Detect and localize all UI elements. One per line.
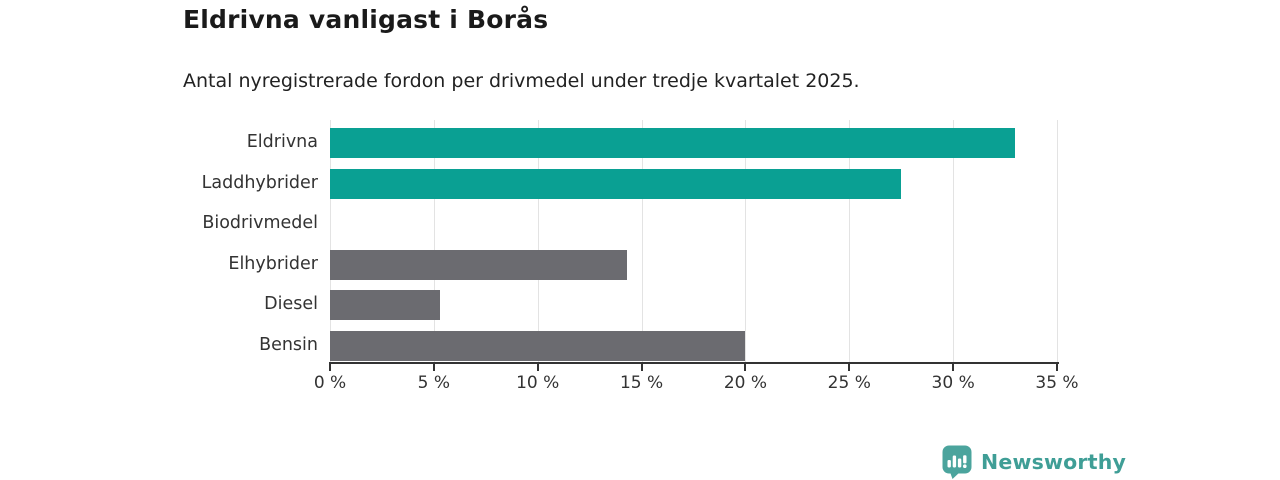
bar-laddhybrider [330, 168, 902, 199]
plot-area [330, 120, 1058, 364]
gridline [433, 120, 435, 363]
chart-subtitle: Antal nyregistrerade fordon per drivmede… [183, 70, 860, 92]
x-tick-mark [640, 364, 643, 371]
x-tick-mark [744, 364, 747, 371]
bar-row [330, 242, 1057, 283]
x-axis: 0 % 5 % 10 % 15 % 20 % 25 % 30 % 35 % [314, 364, 1079, 400]
y-axis-label: Elhybrider [228, 253, 318, 274]
y-axis-labels: Eldrivna Laddhybrider Biodrivmedel Elhybrid… [0, 122, 318, 365]
bar-row [330, 201, 1057, 242]
bar-diesel [330, 290, 441, 321]
gridline [953, 120, 955, 363]
x-tick-mark [329, 364, 331, 371]
y-axis-label: Eldrivna [246, 132, 318, 153]
x-tick-mark [536, 364, 539, 371]
x-tick-label: 35 % [1035, 373, 1079, 393]
x-axis-line [329, 362, 1059, 364]
newsworthy-logo-text: Newsworthy [981, 450, 1127, 474]
bar-row [330, 323, 1057, 364]
bar-bensin [330, 330, 746, 361]
x-tick-label: 0 % [313, 373, 347, 393]
y-axis-label: Bensin [259, 334, 318, 355]
x-tick-label: 30 % [931, 373, 975, 393]
x-tick-label: 25 % [827, 373, 871, 393]
x-tick-label: 10 % [516, 373, 560, 393]
x-tick-label: 20 % [723, 373, 768, 393]
x-tick-mark [432, 364, 435, 371]
gridline [641, 120, 643, 363]
bar-row [330, 120, 1057, 161]
bar-row [330, 161, 1057, 202]
x-tick-mark [848, 364, 851, 371]
newsworthy-logo: Newsworthy [942, 445, 1126, 479]
x-tick-mark [1056, 364, 1058, 371]
y-axis-label: Diesel [264, 294, 318, 315]
gridline [849, 120, 851, 363]
y-axis-label: Laddhybrider [201, 172, 318, 193]
bar-elhybrider [330, 249, 628, 280]
gridline [330, 120, 331, 363]
bar-eldrivna [330, 128, 1016, 159]
x-tick-mark [952, 364, 955, 371]
gridline [745, 120, 747, 363]
chart-title: Eldrivna vanligast i Borås [183, 5, 549, 34]
gridline [537, 120, 539, 363]
x-tick-label: 5 % [417, 373, 451, 393]
gridline [1057, 120, 1058, 363]
bar-row [330, 282, 1057, 323]
x-tick-label: 15 % [619, 373, 664, 393]
newsworthy-pin-barchart-icon [942, 445, 972, 479]
y-axis-label: Biodrivmedel [202, 213, 318, 234]
